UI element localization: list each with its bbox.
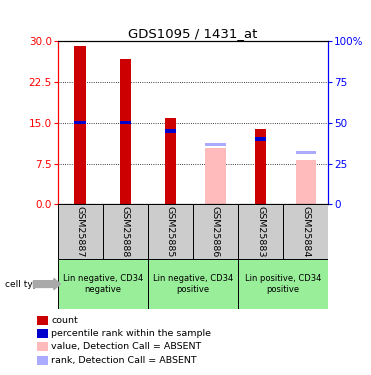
Bar <box>238 204 283 259</box>
Bar <box>238 259 328 309</box>
Bar <box>255 138 266 141</box>
Bar <box>148 204 193 259</box>
Bar <box>58 204 103 259</box>
Bar <box>205 148 226 204</box>
Bar <box>296 151 316 154</box>
Text: cell type: cell type <box>5 280 44 289</box>
Text: GSM25884: GSM25884 <box>301 206 310 257</box>
Bar <box>205 143 226 146</box>
Text: rank, Detection Call = ABSENT: rank, Detection Call = ABSENT <box>51 356 197 364</box>
Text: value, Detection Call = ABSENT: value, Detection Call = ABSENT <box>51 342 201 351</box>
Bar <box>296 160 316 204</box>
Bar <box>193 204 238 259</box>
Title: GDS1095 / 1431_at: GDS1095 / 1431_at <box>128 27 257 40</box>
Text: Lin negative, CD34
negative: Lin negative, CD34 negative <box>63 274 143 294</box>
Text: GSM25885: GSM25885 <box>166 206 175 257</box>
Text: Lin negative, CD34
positive: Lin negative, CD34 positive <box>153 274 233 294</box>
Text: count: count <box>51 316 78 325</box>
Bar <box>103 204 148 259</box>
Text: GSM25888: GSM25888 <box>121 206 130 257</box>
Text: GSM25883: GSM25883 <box>256 206 265 257</box>
Bar <box>165 129 176 133</box>
Bar <box>165 118 176 204</box>
Bar <box>58 259 148 309</box>
Text: GSM25886: GSM25886 <box>211 206 220 257</box>
Bar <box>75 121 86 124</box>
Bar <box>148 259 238 309</box>
Text: GSM25887: GSM25887 <box>76 206 85 257</box>
Text: percentile rank within the sample: percentile rank within the sample <box>51 329 211 338</box>
Bar <box>75 46 86 204</box>
Text: Lin positive, CD34
positive: Lin positive, CD34 positive <box>245 274 321 294</box>
Bar <box>255 129 266 204</box>
Bar <box>119 59 131 204</box>
Bar <box>119 121 131 124</box>
Bar <box>283 204 328 259</box>
